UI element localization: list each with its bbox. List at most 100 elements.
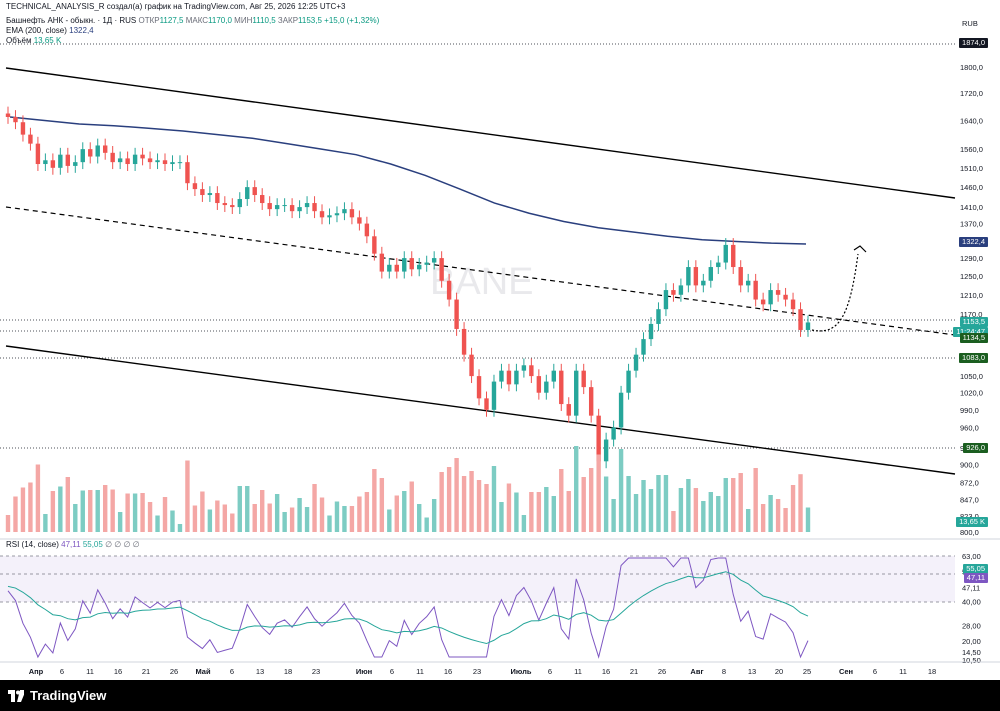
candle-body[interactable]: [394, 264, 399, 272]
candle-body[interactable]: [102, 145, 108, 153]
candle-body[interactable]: [439, 258, 444, 281]
candle-body[interactable]: [596, 415, 601, 462]
candle-body[interactable]: [417, 264, 422, 270]
candle-body[interactable]: [633, 354, 639, 371]
candle-body[interactable]: [364, 223, 370, 237]
candle-body[interactable]: [267, 203, 272, 210]
candle-body[interactable]: [446, 280, 452, 300]
candle-body[interactable]: [723, 244, 728, 263]
candle-body[interactable]: [260, 195, 265, 204]
candle-body[interactable]: [618, 392, 624, 428]
candle-body[interactable]: [170, 162, 175, 165]
candle-body[interactable]: [409, 258, 414, 270]
candle-body[interactable]: [230, 205, 235, 208]
candle-body[interactable]: [357, 217, 362, 224]
candle-body[interactable]: [312, 203, 317, 212]
candle-body[interactable]: [327, 215, 332, 218]
candle-body[interactable]: [125, 158, 130, 165]
candle-body[interactable]: [805, 322, 811, 330]
candle-body[interactable]: [132, 154, 138, 165]
candle-body[interactable]: [155, 160, 160, 163]
candle-body[interactable]: [656, 309, 661, 324]
candle-body[interactable]: [140, 154, 145, 159]
candle-body[interactable]: [574, 370, 579, 416]
candle-body[interactable]: [753, 280, 758, 300]
candle-body[interactable]: [581, 370, 586, 388]
candle-body[interactable]: [185, 162, 190, 184]
candle-body[interactable]: [603, 439, 609, 462]
ema-label[interactable]: EMA (200, close): [6, 26, 67, 35]
candle-body[interactable]: [402, 258, 407, 272]
channel-upper-line[interactable]: [5, 67, 956, 199]
candle-body[interactable]: [798, 309, 803, 330]
rsi-label[interactable]: RSI (14, close): [6, 540, 59, 549]
candle-body[interactable]: [469, 354, 474, 377]
time-axis[interactable]: Апр 6 11 16 21 26 Май 6 13 18 23 Июн 6 11 16 23 Июль 6 11 1…: [29, 667, 936, 676]
candle-body[interactable]: [73, 162, 78, 166]
candle-body[interactable]: [544, 381, 549, 393]
legend-symbol-row[interactable]: Башнефть АНК - обыкн. · 1Д · RUS ОТКР112…: [6, 16, 379, 26]
candle-body[interactable]: [252, 187, 257, 196]
candle-body[interactable]: [95, 145, 100, 157]
tradingview-logo[interactable]: TradingView: [8, 688, 106, 703]
candle-body[interactable]: [745, 280, 751, 286]
candle-body[interactable]: [521, 365, 527, 371]
volume-label[interactable]: Объём: [6, 36, 32, 45]
candle-body[interactable]: [790, 299, 796, 310]
candle-body[interactable]: [536, 376, 542, 393]
candle-body[interactable]: [484, 398, 489, 410]
candle-body[interactable]: [529, 365, 534, 377]
channel-lower-line[interactable]: [5, 345, 956, 475]
rsi-ma-line[interactable]: [7, 571, 809, 645]
candle-body[interactable]: [349, 209, 355, 218]
candle-body[interactable]: [35, 143, 41, 165]
candle-body[interactable]: [626, 370, 631, 393]
candle-body[interactable]: [708, 267, 714, 281]
candle-body[interactable]: [663, 290, 669, 310]
candle-body[interactable]: [110, 152, 115, 163]
candle-body[interactable]: [342, 209, 347, 214]
candle-body[interactable]: [641, 339, 646, 355]
candle-body[interactable]: [162, 160, 168, 165]
candle-body[interactable]: [43, 160, 48, 165]
candle-body[interactable]: [611, 427, 616, 440]
candle-body[interactable]: [117, 158, 123, 163]
candle-body[interactable]: [768, 290, 773, 305]
legend-ema-row[interactable]: EMA (200, close) 1322,4: [6, 26, 379, 36]
candle-body[interactable]: [58, 154, 63, 168]
candle-body[interactable]: [65, 154, 71, 166]
candle-body[interactable]: [476, 376, 482, 399]
candle-body[interactable]: [304, 203, 310, 208]
candle-body[interactable]: [379, 253, 385, 272]
candle-body[interactable]: [207, 193, 213, 196]
candle-body[interactable]: [147, 158, 153, 163]
candle-body[interactable]: [192, 183, 198, 190]
candle-body[interactable]: [319, 211, 325, 218]
candle-body[interactable]: [80, 149, 85, 163]
candle-body[interactable]: [245, 187, 250, 200]
candle-body[interactable]: [461, 328, 467, 355]
candle-body[interactable]: [5, 113, 11, 117]
candle-body[interactable]: [88, 149, 93, 157]
candle-body[interactable]: [237, 199, 242, 208]
candle-body[interactable]: [177, 162, 183, 164]
candle-body[interactable]: [274, 205, 280, 210]
candle-body[interactable]: [372, 236, 377, 254]
candle-body[interactable]: [424, 262, 429, 265]
rsi-line[interactable]: [7, 557, 809, 659]
candle-body[interactable]: [20, 122, 26, 135]
ema-line[interactable]: [9, 116, 807, 245]
candle-body[interactable]: [678, 285, 684, 295]
candle-body[interactable]: [387, 264, 392, 272]
candle-body[interactable]: [775, 290, 781, 295]
candle-body[interactable]: [738, 267, 743, 286]
legend-symbol[interactable]: Башнефть АНК - обыкн. · 1Д · RUS: [6, 16, 137, 25]
projection-path[interactable]: [811, 253, 859, 332]
candle-body[interactable]: [200, 189, 205, 196]
candle-body[interactable]: [760, 299, 766, 305]
candle-body[interactable]: [731, 244, 736, 268]
candle-body[interactable]: [559, 370, 564, 405]
candle-body[interactable]: [282, 205, 287, 207]
candle-body[interactable]: [334, 213, 340, 216]
channel-mid-line[interactable]: [5, 206, 956, 336]
